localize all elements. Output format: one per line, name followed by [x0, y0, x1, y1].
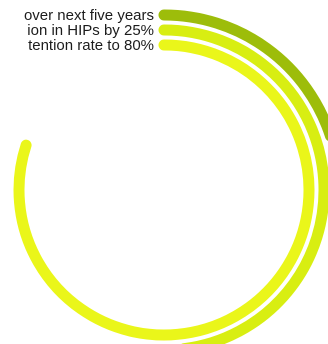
radial-tracks: [13, 9, 328, 344]
radial-bar-1: [158, 9, 328, 141]
radial-bar-label-3: tention rate to 80%: [28, 37, 154, 54]
radial-bar-3: [13, 39, 315, 341]
radial-bar-2: [158, 24, 328, 344]
radial-bar-label-1: over next five years: [24, 7, 154, 24]
radial-bar-label-2: ion in HIPs by 25%: [27, 22, 154, 39]
